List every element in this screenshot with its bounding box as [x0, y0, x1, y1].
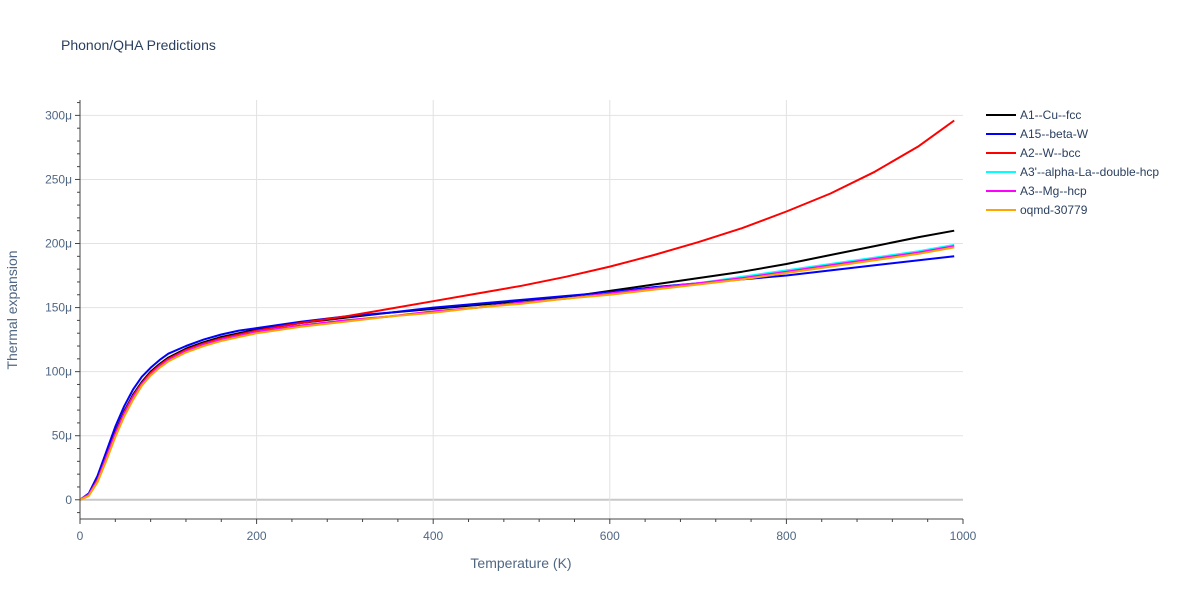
legend-label: A15--beta-W — [1020, 127, 1089, 141]
legend-item[interactable]: A1--Cu--fcc — [986, 108, 1081, 122]
axes: 0 50μ 100μ 150μ 200μ 250μ 300μ 0 200 400 600 800 100… — [45, 100, 977, 543]
legend-item[interactable]: oqmd-30779 — [986, 203, 1088, 217]
series-line — [79, 243, 955, 501]
y-tick-label: 150μ — [45, 301, 72, 315]
x-axis-title: Temperature (K) — [470, 555, 571, 571]
y-tick-label: 250μ — [45, 172, 72, 186]
x-tick-label: 0 — [77, 529, 84, 543]
legend-label: oqmd-30779 — [1020, 203, 1088, 217]
legend-item[interactable]: A3--Mg--hcp — [986, 184, 1087, 198]
legend-item[interactable]: A15--beta-W — [986, 127, 1089, 141]
y-tick-label: 200μ — [45, 237, 72, 251]
series-line — [79, 119, 955, 501]
grid-lines — [80, 100, 963, 519]
legend-item[interactable]: A2--W--bcc — [986, 146, 1080, 160]
legend-item[interactable]: A3'--alpha-La--double-hcp — [986, 165, 1159, 179]
plot-area — [79, 119, 955, 501]
legend[interactable]: A1--Cu--fcc A15--beta-W A2--W--bcc A3'--alp… — [986, 108, 1159, 217]
series-line — [79, 255, 955, 501]
series-line — [79, 245, 955, 501]
x-tick-label: 1000 — [950, 529, 977, 543]
x-tick-label: 400 — [423, 529, 443, 543]
chart-title: Phonon/QHA Predictions — [61, 37, 216, 53]
legend-label: A1--Cu--fcc — [1020, 108, 1081, 122]
legend-label: A2--W--bcc — [1020, 146, 1080, 160]
y-tick-label: 50μ — [52, 429, 72, 443]
legend-label: A3--Mg--hcp — [1020, 184, 1087, 198]
y-tick-label: 100μ — [45, 365, 72, 379]
y-axis-title: Thermal expansion — [4, 250, 20, 369]
x-tick-label: 200 — [247, 529, 267, 543]
y-tick-label: 0 — [65, 493, 72, 507]
series-line — [79, 246, 955, 501]
y-tick-label: 300μ — [45, 108, 72, 122]
x-tick-label: 800 — [776, 529, 796, 543]
x-tick-label: 600 — [600, 529, 620, 543]
legend-label: A3'--alpha-La--double-hcp — [1020, 165, 1159, 179]
